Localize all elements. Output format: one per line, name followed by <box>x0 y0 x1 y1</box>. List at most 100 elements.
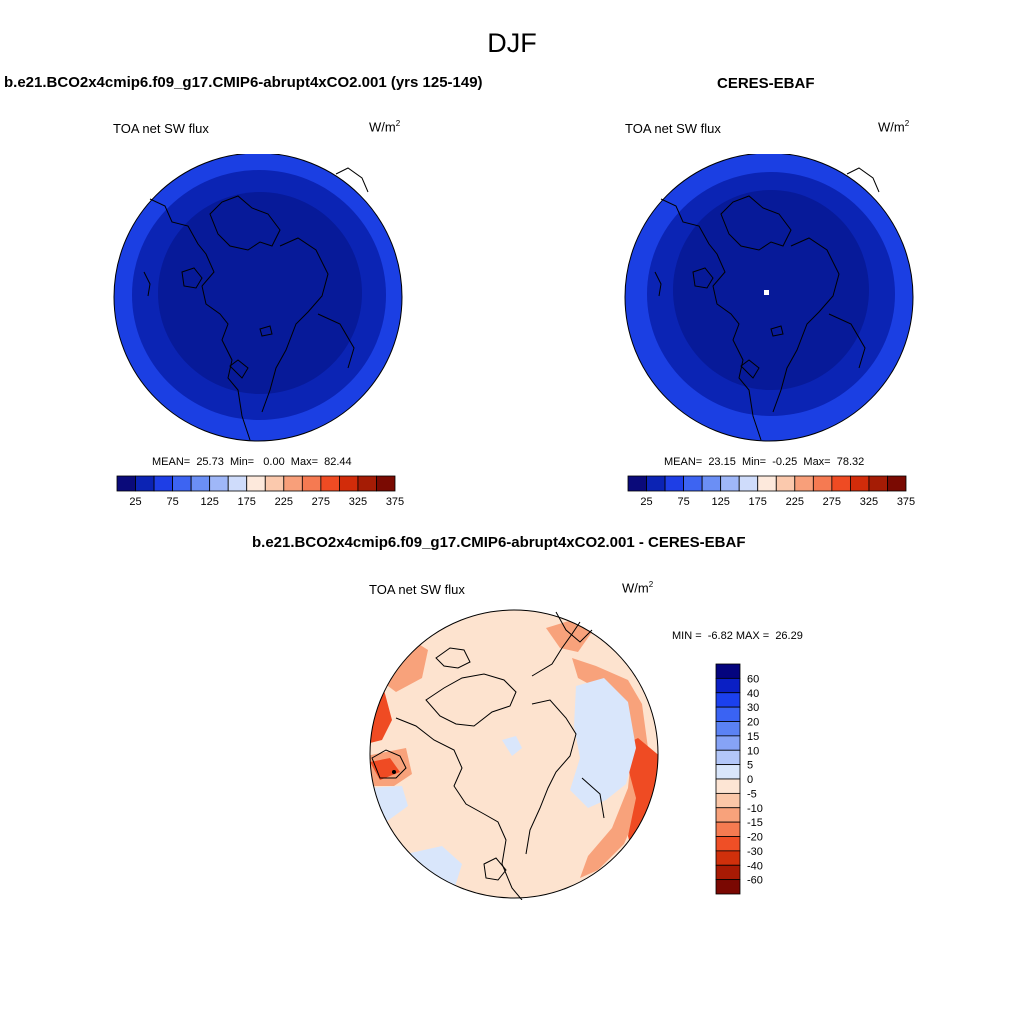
diff-colorbar-box <box>715 677 741 694</box>
diff-hot-west-core <box>370 758 400 780</box>
diff-colorbar-tick: 20 <box>747 717 759 729</box>
obs-units-base: W/m <box>878 119 905 135</box>
diff-colorbar-box <box>715 749 741 766</box>
model-colorbar-box <box>320 475 340 492</box>
diff-cool-east <box>570 678 636 808</box>
model-colorbar-box <box>264 475 285 492</box>
obs-colorbar-box <box>887 475 907 492</box>
obs-colorbar-box <box>849 475 870 492</box>
diff-colorbar-tick: -10 <box>747 803 763 815</box>
obs-var-label: TOA net SW flux <box>625 121 721 136</box>
diff-colorbar-tick: 0 <box>747 774 753 786</box>
model-colorbar-box <box>246 475 266 492</box>
obs-colorbar-tick: 325 <box>860 496 878 508</box>
obs-units-exponent: 2 <box>904 119 910 128</box>
diff-cool-pole <box>502 736 522 756</box>
diff-units-exponent: 2 <box>648 580 654 589</box>
model-colorbar-box <box>338 475 359 492</box>
obs-colorbar-box <box>683 475 703 492</box>
obs-colorbar-box <box>627 475 647 492</box>
diff-colorbar-tick: 60 <box>747 673 759 685</box>
model-colorbar-box <box>227 475 248 492</box>
obs-colorbar-box <box>757 475 777 492</box>
diff-colorbar-box <box>715 850 741 866</box>
obs-units: W/m2 <box>878 119 909 134</box>
model-stats: MEAN= 25.73 Min= 0.00 Max= 82.44 <box>152 456 352 468</box>
obs-map-border <box>624 154 914 442</box>
diff-colorbar-tick: 30 <box>747 702 759 714</box>
model-colorbar-tick: 225 <box>275 496 293 508</box>
diff-units: W/m2 <box>622 580 653 595</box>
diff-var-label: TOA net SW flux <box>369 582 465 597</box>
model-core <box>158 192 362 394</box>
model-colorbar: 25 75 125 175 225 275 325 375 <box>116 475 404 508</box>
diff-colorbar-tick: 40 <box>747 688 759 700</box>
diff-colorbar-box <box>715 821 741 837</box>
obs-coastlines <box>654 167 880 441</box>
diff-site-dot <box>392 770 396 774</box>
obs-stats: MEAN= 23.15 Min= -0.25 Max= 78.32 <box>664 456 865 468</box>
obs-colorbar: 25 75 125 175 225 275 325 375 <box>627 475 915 508</box>
model-colorbar-box <box>190 475 211 492</box>
model-colorbar-box <box>209 475 229 492</box>
model-units-base: W/m <box>369 119 396 135</box>
obs-colorbar-tick: 125 <box>711 496 729 508</box>
obs-colorbar-box <box>775 475 796 492</box>
diff-colorbar: 60 40 30 20 15 10 5 0 -5 -10 -15 -20 -30 -40 -60 <box>715 663 763 895</box>
model-colorbar-box <box>135 475 155 492</box>
model-colorbar-box <box>116 475 136 492</box>
diff-colorbar-tick: -30 <box>747 846 763 858</box>
obs-colorbar-tick: 175 <box>749 496 767 508</box>
model-colorbar-box <box>153 475 173 492</box>
diff-colorbar-box <box>715 663 741 679</box>
obs-colorbar-box <box>812 475 833 492</box>
diff-coastlines <box>371 611 605 900</box>
diff-colorbar-box <box>715 864 741 881</box>
obs-colorbar-box <box>794 475 814 492</box>
model-colorbar-tick: 125 <box>200 496 218 508</box>
obs-colorbar-box <box>738 475 759 492</box>
diff-colorbar-box <box>715 778 741 794</box>
model-coastlines <box>143 167 369 441</box>
model-units: W/m2 <box>369 119 400 134</box>
diff-colorbar-box <box>715 692 741 708</box>
diff-colorbar-tick: -60 <box>747 875 763 887</box>
obs-colorbar-box <box>701 475 722 492</box>
model-colorbar-tick: 75 <box>166 496 178 508</box>
model-colorbar-tick: 375 <box>386 496 404 508</box>
model-colorbar-tick: 325 <box>349 496 367 508</box>
model-map-border <box>113 154 403 442</box>
diff-colorbar-box <box>715 735 741 751</box>
diff-colorbar-box <box>715 836 741 852</box>
diff-units-base: W/m <box>622 580 649 596</box>
season-title: DJF <box>487 28 537 58</box>
model-polar-map <box>113 154 403 442</box>
diff-colorbar-box <box>715 764 741 780</box>
model-colorbar-box <box>283 475 303 492</box>
diff-colorbar-box <box>715 807 741 823</box>
diff-colorbar-tick: -20 <box>747 832 763 844</box>
diff-polar-map <box>369 609 659 900</box>
diff-colorbar-tick: 10 <box>747 745 759 757</box>
obs-colorbar-tick: 75 <box>677 496 689 508</box>
obs-colorbar-tick: 25 <box>640 496 652 508</box>
diff-colorbar-tick: -5 <box>747 788 757 800</box>
model-colorbar-box <box>357 475 377 492</box>
model-var-label: TOA net SW flux <box>113 121 209 136</box>
model-colorbar-tick: 175 <box>238 496 256 508</box>
diff-colorbar-box <box>715 879 741 895</box>
diff-colorbar-tick: 5 <box>747 760 753 772</box>
obs-colorbar-box <box>646 475 666 492</box>
model-units-exponent: 2 <box>395 119 401 128</box>
model-colorbar-tick: 25 <box>129 496 141 508</box>
diff-panel-title: b.e21.BCO2x4cmip6.f09_g17.CMIP6-abrupt4x… <box>252 534 746 551</box>
model-colorbar-box <box>301 475 322 492</box>
diff-map-border <box>369 609 659 899</box>
diff-colorbar-tick: -15 <box>747 817 763 829</box>
obs-colorbar-box <box>868 475 888 492</box>
model-panel-title: b.e21.BCO2x4cmip6.f09_g17.CMIP6-abrupt4x… <box>4 74 483 91</box>
obs-colorbar-tick: 375 <box>897 496 915 508</box>
obs-colorbar-tick: 275 <box>823 496 841 508</box>
obs-colorbar-box <box>720 475 740 492</box>
obs-polar-map <box>624 154 914 442</box>
